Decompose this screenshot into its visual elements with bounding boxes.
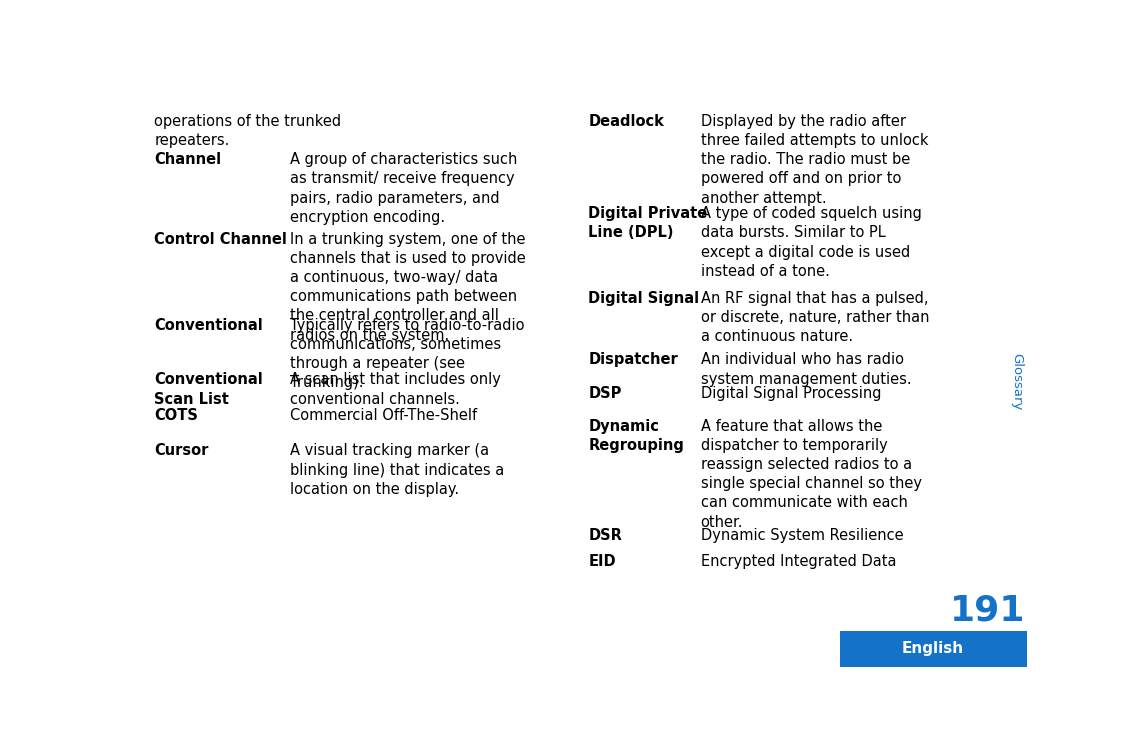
Text: Dynamic
Regrouping: Dynamic Regrouping: [589, 419, 685, 453]
Text: A group of characteristics such
as transmit/ receive frequency
pairs, radio para: A group of characteristics such as trans…: [290, 152, 517, 225]
Text: Digital Signal Processing: Digital Signal Processing: [701, 386, 881, 401]
Text: DSR: DSR: [589, 528, 622, 543]
Text: Conventional
Scan List: Conventional Scan List: [154, 372, 262, 407]
Text: Dispatcher: Dispatcher: [589, 353, 678, 368]
Text: A scan list that includes only
conventional channels.: A scan list that includes only conventio…: [290, 372, 501, 407]
Text: A feature that allows the
dispatcher to temporarily
reassign selected radios to : A feature that allows the dispatcher to …: [701, 419, 922, 530]
Text: EID: EID: [589, 554, 616, 569]
Text: COTS: COTS: [154, 408, 199, 423]
Text: Displayed by the radio after
three failed attempts to unlock
the radio. The radi: Displayed by the radio after three faile…: [701, 114, 928, 205]
Text: Deadlock: Deadlock: [589, 114, 664, 129]
Text: A visual tracking marker (a
blinking line) that indicates a
location on the disp: A visual tracking marker (a blinking lin…: [290, 443, 504, 497]
Text: Encrypted Integrated Data: Encrypted Integrated Data: [701, 554, 896, 569]
Text: Digital Private
Line (DPL): Digital Private Line (DPL): [589, 206, 707, 240]
Text: An individual who has radio
system management duties.: An individual who has radio system manag…: [701, 353, 912, 386]
Text: Dynamic System Resilience: Dynamic System Resilience: [701, 528, 904, 543]
Text: In a trunking system, one of the
channels that is used to provide
a continuous, : In a trunking system, one of the channel…: [290, 231, 526, 342]
Text: Digital Signal: Digital Signal: [589, 291, 699, 306]
Text: English: English: [903, 641, 964, 656]
Text: A type of coded squelch using
data bursts. Similar to PL
except a digital code i: A type of coded squelch using data burst…: [701, 206, 922, 279]
Text: Cursor: Cursor: [154, 443, 209, 458]
Text: DSP: DSP: [589, 386, 622, 401]
Text: Typically refers to radio-to-radio
communications, sometimes
through a repeater : Typically refers to radio-to-radio commu…: [290, 318, 525, 390]
Text: Glossary: Glossary: [1010, 353, 1023, 410]
Bar: [840, 631, 1027, 667]
Text: An RF signal that has a pulsed,
or discrete, nature, rather than
a continuous na: An RF signal that has a pulsed, or discr…: [701, 291, 929, 345]
Text: Control Channel: Control Channel: [154, 231, 288, 246]
Text: Channel: Channel: [154, 152, 221, 167]
Text: 191: 191: [949, 593, 1025, 628]
Text: operations of the trunked
repeaters.: operations of the trunked repeaters.: [154, 114, 341, 148]
Text: Conventional: Conventional: [154, 318, 262, 333]
Text: Commercial Off-The-Shelf: Commercial Off-The-Shelf: [290, 408, 477, 423]
